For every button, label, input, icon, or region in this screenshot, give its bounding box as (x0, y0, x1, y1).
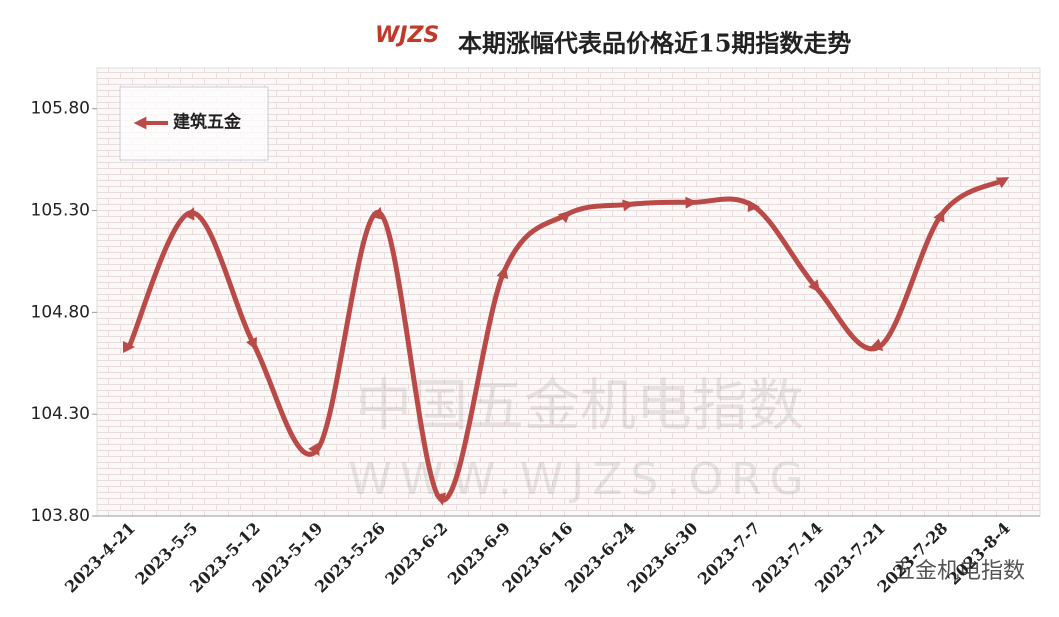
data-point (183, 207, 195, 221)
legend-label: 建筑五金 (173, 112, 242, 133)
data-point (808, 279, 821, 293)
x-tick-label: 2023-4-21 (61, 519, 139, 597)
logo: WJZS (375, 23, 439, 48)
y-tick-label: 105.30 (31, 201, 90, 221)
data-point (246, 336, 257, 351)
data-point (308, 442, 320, 457)
data-point (434, 492, 447, 506)
watermark: 中国五金机电指数 WWW.WJZS.ORG (348, 374, 811, 505)
source-label: 五金机电指数 (893, 559, 1025, 584)
x-tick-label: 2023-6-2 (381, 519, 451, 589)
data-point (995, 177, 1010, 189)
data-point (496, 265, 509, 280)
data-point (123, 340, 135, 353)
y-tick-label: 105.80 (31, 99, 90, 119)
data-point (558, 210, 571, 224)
data-point (933, 209, 945, 223)
chart-title: 本期涨幅代表品价格近15期指数走势 (458, 29, 851, 58)
data-point (685, 196, 698, 209)
data-point (622, 199, 635, 212)
data-point (870, 338, 884, 352)
data-point (747, 200, 760, 213)
y-tick-label: 104.80 (31, 302, 90, 322)
y-tick-label: 104.30 (31, 404, 90, 424)
data-point (371, 206, 384, 220)
watermark-text: 中国五金机电指数 (356, 374, 804, 439)
legend (119, 86, 269, 161)
y-tick-label: 103.80 (31, 506, 90, 526)
watermark-url: WWW.WJZS.ORG (348, 454, 811, 505)
series-line (126, 177, 1007, 503)
